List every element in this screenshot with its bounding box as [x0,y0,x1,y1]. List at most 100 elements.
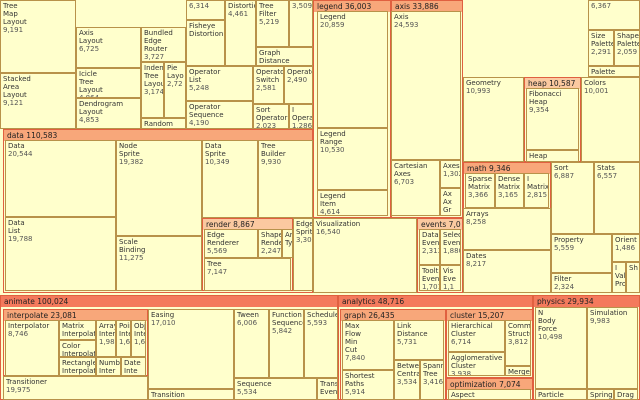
leaf-value: 19,382 [119,158,144,166]
leaf-label: Color Interpolator [62,342,96,357]
leaf-value: 4,461 [228,10,249,18]
leaf-value: 6,714 [451,338,472,346]
leaf-label: Visualization [316,220,361,228]
leaf-geometry: Geometry 10,993 [463,77,524,162]
leaf-value: 4,853 [79,116,100,124]
leaf-label: Hierarchical Cluster [451,322,493,338]
leaf-label: N Body Force [538,309,557,333]
leaf-transitioner: Transitioner 19,975 [3,376,148,400]
leaf-value: 5,842 [272,327,293,335]
leaf-axis-leaf: Axis 24,593 [391,11,461,160]
group-header: render 8,867 [203,219,292,230]
leaf-fisheye-tree-filter: 6,314 [186,0,225,20]
leaf-node-sprite: Node Sprite 19,382 [116,140,202,236]
leaf-label: Array Inter [99,322,116,338]
leaf-value: 1,701 [422,283,439,291]
leaf-label: Inden Tree Layou [144,64,164,88]
leaf-value: 2,581 [256,84,277,92]
leaf-tree-builder: Tree Builder 9,930 [258,140,313,218]
leaf-label: Data List [8,219,25,235]
leaf-label: Interpolator [8,322,50,330]
group-header: analytics 48,716 [339,296,532,307]
leaf-label: Arrays [466,210,489,218]
leaf-drag-force: Drag [614,389,638,400]
group-label: physics [537,297,565,306]
leaf-filter-util: Filter 2,324 [551,273,612,293]
leaf-n-body-force: N Body Force 10,498 [535,307,587,389]
group-label: axis [395,2,411,11]
leaf-value: 17,010 [151,319,176,327]
leaf-label: Shape Rende [261,231,282,247]
leaf-label: Operator Switch [256,68,283,84]
group-header: animate 100,024 [1,296,337,307]
group-value: 7,0 [448,220,461,229]
leaf-value: 6,557 [597,172,618,180]
leaf-label: Max Flow Min Cut [345,322,361,354]
leaf-size-palette: Size Palette 2,291 [588,30,614,66]
leaf-value: 5,569 [207,247,228,255]
leaf-label: I Operat [292,106,312,122]
leaf-value: 6,703 [394,178,415,186]
leaf-label: Sort [554,164,569,172]
leaf-value: 9,191 [3,26,24,34]
leaf-value: 3,366 [468,191,489,199]
leaf-label: Obje Inte [134,322,146,338]
leaf-shape-palette: Shape Palette 2,059 [614,30,640,66]
leaf-easing: Easing 17,010 [148,309,234,389]
leaf-label: Sh [629,264,638,272]
leaf-label: Transitioner [6,378,48,386]
group-header: graph 26,435 [341,310,445,321]
leaf-value: 5,593 [307,319,328,327]
leaf-value: 6,314 [189,2,210,10]
leaf-label: Poir Inte [119,322,131,338]
leaf-shapes: Sh [626,262,640,293]
leaf-label: Operator [287,68,312,76]
leaf-transition: Transition [148,389,234,400]
leaf-value: 9,354 [529,106,550,114]
leaf-value: 1,880 [443,247,460,255]
leaf-label: Dense Matrix [498,175,521,191]
leaf-value: 3,416 [423,378,444,386]
leaf-random-layout: Random [141,118,186,129]
leaf-value: 3,165 [498,191,519,199]
group-label: events [421,220,447,229]
leaf-edge-sprite: Edge Sprite3,301 [293,218,313,291]
leaf-label: Selec Event [443,231,461,247]
leaf-label: Numbe Inter [99,359,120,375]
leaf-value: 2,313 [422,247,439,255]
leaf-object-interpolator: Obje Inte1,62 [131,320,146,357]
leaf-label: Pie Layo [167,64,184,80]
leaf-label: Distortio [228,2,256,10]
group-label: legend [317,2,343,11]
group-value: 9,346 [489,164,511,173]
group-header: optimization 7,074 [447,379,532,390]
leaf-label: Easing [151,311,175,319]
leaf-axis-layout: Axis Layout 6,725 [76,27,141,68]
leaf-stats: Stats 6,557 [594,162,640,234]
leaf-label: Filter [554,275,572,283]
leaf-date-interpolator: Date Inte [121,357,146,376]
leaf-label: Sequence [237,380,272,388]
leaf-label: Matrix Interpolato [62,322,96,338]
leaf-label: Fisheye Distortion [189,22,224,38]
leaf-value: 2,324 [554,283,575,291]
leaf-value: 6,887 [554,172,575,180]
leaf-label: Size Palette [591,32,614,48]
leaf-value: 2,247 [261,247,282,255]
leaf-dendrogram-layout: Dendrogram Layout 4,853 [76,98,141,129]
leaf-value: 4,614 [320,208,341,216]
leaf-value: 10,498 [538,333,563,341]
leaf-label: Dates [466,252,487,260]
leaf-value: 3,301 [296,236,312,244]
group-label: data [7,131,24,140]
leaf-value: 2,023 [256,122,277,129]
leaf-value: 3,727 [144,53,165,61]
leaf-value: 20,859 [320,21,345,29]
group-header: math 9,346 [464,163,550,174]
leaf-select-event: Selec Event1,880 [440,229,461,265]
leaf-operator-sequence: Operator Sequence 4,190 [186,101,253,129]
leaf-orientation: Orient 1,486 [612,234,640,262]
